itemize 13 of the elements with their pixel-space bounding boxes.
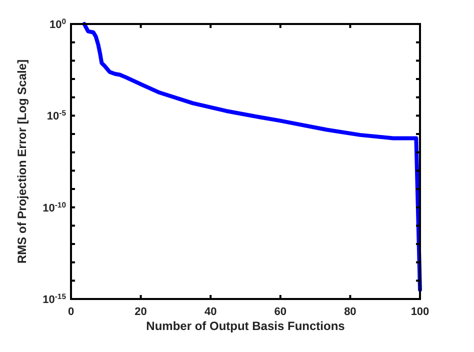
x-tick-label: 0 [68,306,74,318]
y-tick-label: 10$^{0}$ [49,16,66,31]
x-tick-label: 20 [134,306,147,318]
line-series [82,22,422,292]
x-tick-label: 40 [204,306,217,318]
x-tick-label: 60 [274,306,287,318]
x-tick-label: 80 [344,306,356,318]
x-axis-title: Number of Output Basis Functions [146,319,346,333]
y-tick-label: 10$^{-5}$ [46,108,67,123]
x-tick-label: 100 [410,306,430,318]
y-tick-label: 10$^{-15}$ [42,292,67,306]
y-axis-title: RMS of Projection Error [Log Scale] [15,59,29,264]
y-tick-label: 10$^{-10}$ [42,200,66,214]
